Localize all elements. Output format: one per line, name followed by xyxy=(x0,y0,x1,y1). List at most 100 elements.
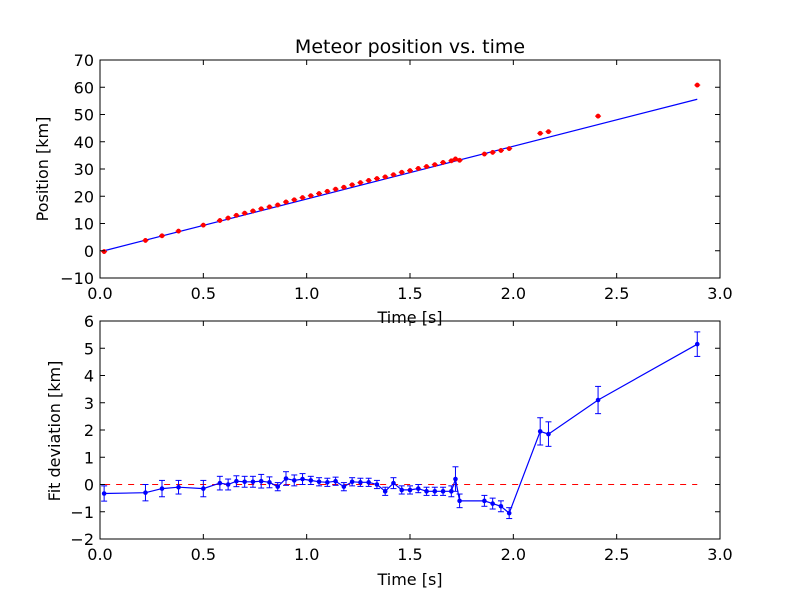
position-y-tick-label: 60 xyxy=(74,78,94,97)
deviation-y-tick-label: 3 xyxy=(84,394,94,413)
position-point xyxy=(391,172,396,178)
deviation-point xyxy=(275,484,281,489)
position-point xyxy=(498,148,504,153)
position-point xyxy=(432,162,438,168)
deviation-y-tick-label: 1 xyxy=(84,448,94,467)
position-point xyxy=(440,160,446,165)
position-point xyxy=(267,204,272,210)
position-x-tick-label: 0.5 xyxy=(191,284,216,303)
position-point xyxy=(448,158,454,164)
position-point xyxy=(308,193,314,199)
position-point xyxy=(457,157,463,163)
position-x-axis-label: Time [s] xyxy=(376,308,442,327)
deviation-x-tick-label: 0.0 xyxy=(87,545,112,564)
position-x-tick-label: 2.5 xyxy=(604,284,629,303)
position-point xyxy=(506,146,512,152)
deviation-point xyxy=(498,504,504,509)
position-chart: Meteor position vs. time Time [s] Positi… xyxy=(33,36,733,327)
position-point xyxy=(694,82,700,88)
deviation-point xyxy=(250,479,256,485)
position-point xyxy=(537,130,543,136)
deviation-y-tick-label: 6 xyxy=(84,312,94,331)
position-y-tick-label: 50 xyxy=(74,106,94,125)
deviation-y-tick-label: 5 xyxy=(84,339,94,358)
deviation-x-tick-label: 0.5 xyxy=(191,545,216,564)
deviation-point xyxy=(382,489,388,494)
position-point xyxy=(143,237,148,243)
deviation-axes-frame xyxy=(99,320,721,540)
deviation-x-axis-label: Time [s] xyxy=(376,570,442,589)
position-point xyxy=(159,233,165,239)
deviation-x-tick-label: 2.5 xyxy=(604,545,629,564)
deviation-x-tick-label: 1.5 xyxy=(397,545,422,564)
position-point xyxy=(275,202,281,208)
position-x-tick-label: 2.0 xyxy=(501,284,526,303)
deviation-point xyxy=(407,487,413,493)
deviation-point xyxy=(267,480,272,485)
deviation-x-ticks: 0.0 0.5 1.0 1.5 2.0 2.5 3.0 xyxy=(87,321,733,564)
deviation-point xyxy=(595,397,601,403)
deviation-point xyxy=(482,498,487,504)
deviation-point xyxy=(300,476,305,482)
position-y-tick-label: 10 xyxy=(74,215,94,234)
position-point xyxy=(283,199,289,205)
deviation-point xyxy=(506,510,512,516)
deviation-point xyxy=(242,479,247,485)
deviation-point xyxy=(225,482,231,487)
position-point xyxy=(481,151,487,157)
position-point xyxy=(490,149,496,155)
deviation-point xyxy=(366,480,371,485)
deviation-point xyxy=(391,480,396,486)
deviation-point xyxy=(374,482,380,487)
position-point xyxy=(258,206,264,212)
deviation-point xyxy=(424,489,429,494)
position-x-tick-label: 3.0 xyxy=(707,284,732,303)
position-x-ticks: 0.0 0.5 1.0 1.5 2.0 2.5 3.0 xyxy=(87,60,733,303)
deviation-series-line xyxy=(104,343,698,515)
deviation-y-axis-label: Fit deviation [km] xyxy=(45,361,64,502)
deviation-point xyxy=(258,478,264,484)
deviation-x-tick-label: 3.0 xyxy=(707,545,732,564)
position-point xyxy=(300,195,305,201)
deviation-x-tick-label: 2.0 xyxy=(501,545,526,564)
position-y-ticks: −10 0 10 20 30 40 50 60 70 xyxy=(60,51,720,288)
position-point xyxy=(366,177,372,183)
position-point xyxy=(233,212,239,218)
position-point xyxy=(242,210,248,216)
position-y-tick-label: −10 xyxy=(60,269,94,288)
position-point xyxy=(324,188,330,194)
deviation-y-tick-label: −1 xyxy=(70,503,94,522)
deviation-point xyxy=(159,486,165,491)
deviation-point xyxy=(176,484,181,490)
deviation-point xyxy=(101,491,107,496)
deviation-point xyxy=(415,486,421,491)
position-point xyxy=(424,164,429,169)
deviation-y-tick-label: −2 xyxy=(70,530,94,549)
deviation-y-tick-label: 4 xyxy=(84,367,94,386)
deviation-point xyxy=(308,478,314,483)
deviation-point xyxy=(490,501,495,506)
position-point xyxy=(595,113,601,119)
position-point xyxy=(415,166,421,171)
deviation-point xyxy=(316,479,322,485)
deviation-point xyxy=(325,480,330,485)
deviation-point xyxy=(399,487,405,493)
deviation-point xyxy=(449,489,454,494)
position-y-tick-label: 40 xyxy=(74,133,94,152)
position-y-axis-label: Position [km] xyxy=(33,117,52,222)
deviation-point xyxy=(453,476,458,482)
deviation-point xyxy=(546,431,551,437)
deviation-point xyxy=(283,476,289,481)
deviation-point xyxy=(201,486,206,491)
position-point xyxy=(546,129,551,135)
position-point xyxy=(316,191,322,196)
deviation-point xyxy=(234,478,239,484)
deviation-point xyxy=(440,489,446,494)
position-point xyxy=(250,208,256,214)
position-x-tick-label: 0.0 xyxy=(87,284,112,303)
deviation-chart: Time [s] Fit deviation [km] 0.0 0.5 1.0 1.5… xyxy=(45,312,733,589)
deviation-point xyxy=(694,341,700,347)
deviation-point xyxy=(291,478,297,483)
deviation-point xyxy=(358,480,363,485)
